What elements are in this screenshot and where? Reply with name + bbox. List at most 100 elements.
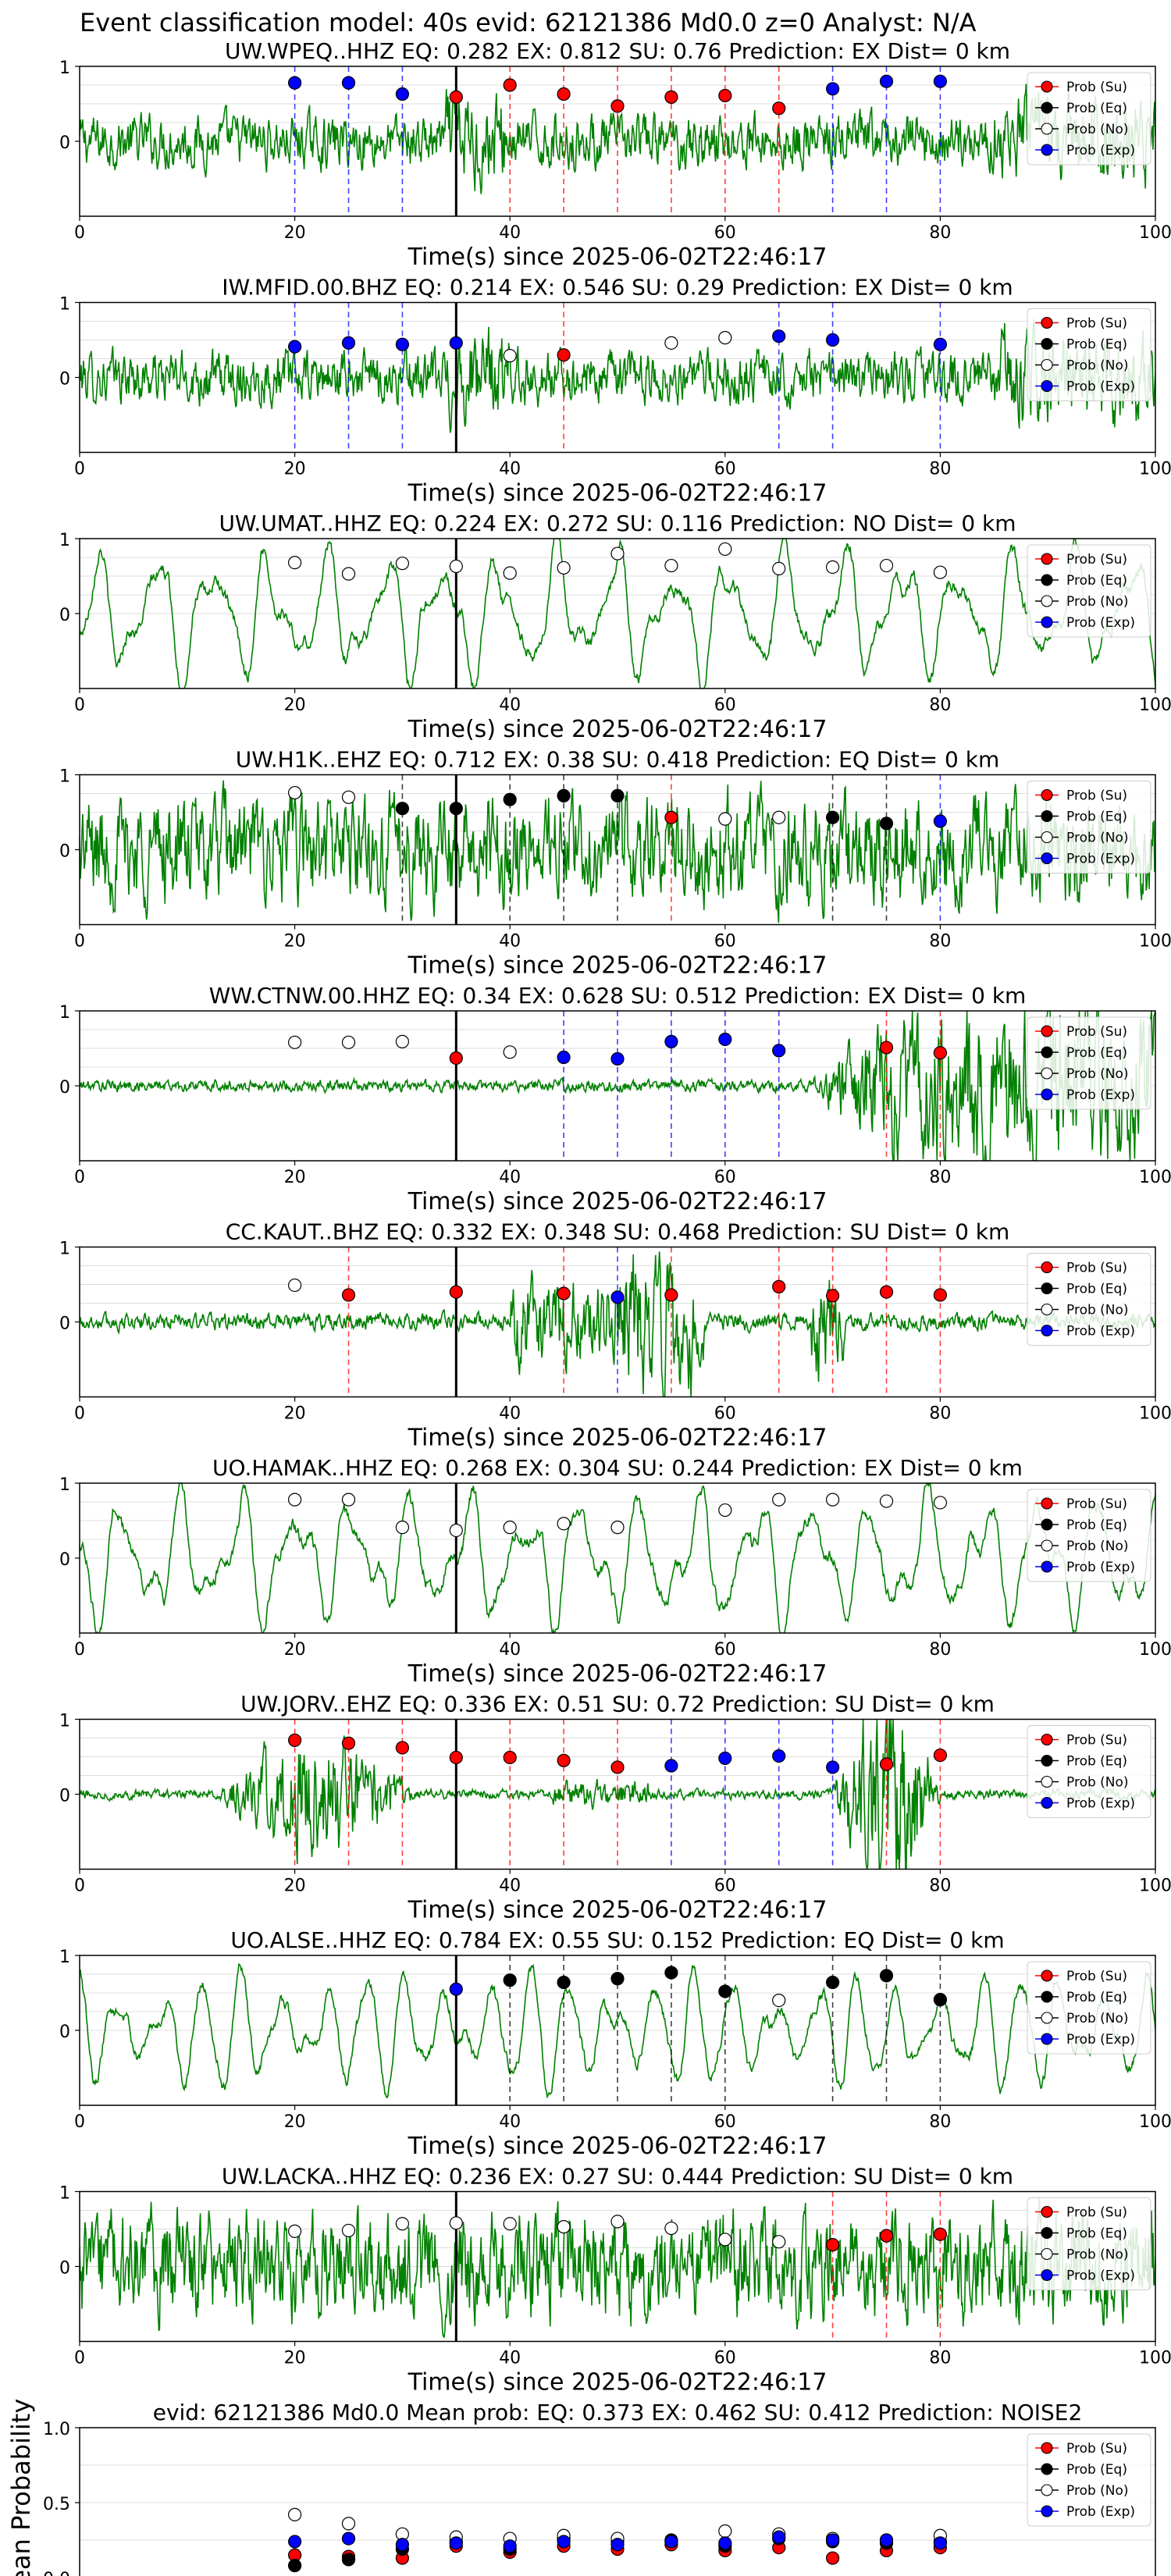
prob-marker-exp	[664, 1759, 678, 1773]
prob-marker-no	[879, 558, 894, 573]
legend-label: Prob (Su)	[1066, 1261, 1127, 1276]
figure-suptitle: Event classification model: 40s evid: 62…	[80, 8, 977, 37]
prob-marker-su	[557, 348, 571, 362]
prob-marker-su	[933, 1288, 948, 1302]
prob-marker-exp	[664, 1034, 678, 1048]
x-tick-label: 20	[284, 2349, 306, 2368]
prob-marker-su	[503, 1750, 517, 1765]
x-tick-label: 60	[714, 1877, 736, 1896]
x-tick-label: 60	[714, 2349, 736, 2368]
prob-marker-eq	[503, 792, 517, 806]
prob-marker-eq	[879, 817, 894, 831]
prob-marker-no	[288, 2224, 302, 2238]
legend-marker-eq	[1041, 2226, 1053, 2240]
prob-marker-eq	[557, 788, 571, 802]
prob-marker-no	[664, 558, 678, 573]
x-tick-label: 0	[74, 2112, 85, 2132]
y-tick-label: 1	[59, 2184, 70, 2204]
legend-marker-no	[1041, 2247, 1053, 2261]
prob-marker-no	[288, 785, 302, 800]
legend-label: Prob (Eq)	[1066, 1517, 1127, 1533]
prob-marker-no	[503, 1045, 517, 1059]
panel-title: UW.LACKA..HHZ EQ: 0.236 EX: 0.27 SU: 0.4…	[222, 2164, 1013, 2190]
x-tick-label: 100	[1139, 1168, 1171, 1187]
legend-marker-su	[1041, 2205, 1053, 2218]
legend-marker-eq	[1041, 2463, 1053, 2475]
x-tick-label: 40	[499, 1404, 521, 1424]
x-tick-label: 100	[1139, 460, 1171, 479]
prob-marker-eq	[825, 810, 840, 824]
legend-label: Prob (Eq)	[1066, 1754, 1127, 1770]
legend-marker-su	[1041, 1261, 1053, 1274]
prob-marker-no	[664, 2221, 678, 2236]
legend: Prob (Su) Prob (Eq) Prob (No) Prob (Exp)	[1027, 1016, 1151, 1110]
prob-marker-no	[557, 560, 571, 575]
y-tick-label: 0	[59, 370, 70, 390]
legend-marker-eq	[1041, 809, 1053, 823]
panel-4: UW.H1K..EHZ EQ: 0.712 EX: 0.38 SU: 0.418…	[59, 747, 1171, 980]
legend-label: Prob (Eq)	[1066, 2226, 1127, 2242]
x-tick-label: 80	[929, 1404, 951, 1424]
prob-marker-su	[449, 90, 463, 104]
legend-box	[1027, 2197, 1151, 2290]
legend-label: Prob (Exp)	[1066, 852, 1135, 867]
prob-marker-no	[288, 556, 302, 570]
prob-marker-su	[664, 1288, 678, 1302]
panel-11: evid: 62121386 Md0.0 Mean prob: EQ: 0.37…	[6, 2399, 1156, 2576]
prob-marker-su	[772, 1279, 786, 1293]
x-tick-label: 60	[714, 460, 736, 479]
legend-label: Prob (Eq)	[1066, 1045, 1127, 1061]
mean-prob-marker-exp	[825, 2533, 840, 2547]
legend-label: Prob (Su)	[1066, 788, 1127, 804]
prob-marker-su	[610, 99, 625, 113]
legend-marker-eq	[1041, 574, 1053, 586]
x-tick-label: 0	[74, 1877, 85, 1896]
prob-marker-no	[288, 1278, 302, 1293]
panel-10: UW.LACKA..HHZ EQ: 0.236 EX: 0.27 SU: 0.4…	[59, 2164, 1171, 2396]
prob-marker-exp	[879, 74, 894, 88]
legend-label: Prob (Exp)	[1066, 379, 1135, 395]
legend-label: Prob (Su)	[1066, 1024, 1127, 1040]
y-tick-label: 0	[59, 133, 70, 153]
prob-marker-eq	[933, 1993, 948, 2007]
x-tick-label: 0	[74, 2349, 85, 2368]
prob-marker-su	[610, 1760, 625, 1774]
legend-label: Prob (No)	[1066, 1066, 1129, 1082]
prob-marker-no	[395, 557, 410, 571]
x-tick-label: 80	[929, 2349, 951, 2368]
prob-marker-no	[879, 1494, 894, 1508]
prob-marker-no	[341, 567, 356, 581]
legend-marker-exp	[1041, 1088, 1053, 1101]
x-tick-label: 60	[714, 223, 736, 243]
prob-marker-su	[288, 1733, 302, 1747]
prob-marker-exp	[825, 1760, 840, 1774]
prob-marker-su	[879, 1285, 894, 1299]
x-tick-label: 0	[74, 460, 85, 479]
waveform-trace	[80, 2198, 1155, 2339]
x-tick-label: 100	[1139, 223, 1171, 243]
legend-label: Prob (No)	[1066, 831, 1129, 846]
y-tick-label: 0	[59, 842, 70, 862]
x-tick-label: 20	[284, 2112, 306, 2132]
prob-marker-eq	[879, 1969, 894, 1983]
prob-marker-no	[449, 559, 463, 574]
legend-marker-su	[1041, 1025, 1053, 1037]
y-tick-label: 1	[59, 767, 70, 787]
legend-marker-eq	[1041, 1754, 1053, 1767]
prob-marker-no	[449, 2216, 463, 2230]
legend-label: Prob (Eq)	[1066, 1282, 1127, 1297]
x-tick-label: 20	[284, 696, 306, 715]
prob-marker-no	[449, 1523, 463, 1538]
prob-marker-no	[610, 546, 625, 560]
x-tick-label: 20	[284, 1404, 306, 1424]
y-tick-label: 0	[59, 1787, 70, 1806]
legend-label: Prob (No)	[1066, 358, 1129, 374]
x-tick-label: 60	[714, 696, 736, 715]
prob-marker-su	[933, 1046, 948, 1060]
legend-label: Prob (Exp)	[1066, 1324, 1135, 1340]
x-tick-label: 80	[929, 932, 951, 952]
prob-marker-exp	[772, 1749, 786, 1763]
mean-prob-marker-exp	[395, 2538, 410, 2552]
legend-label: Prob (No)	[1066, 594, 1129, 610]
panel-5: WW.CTNW.00.HHZ EQ: 0.34 EX: 0.628 SU: 0.…	[59, 983, 1171, 1215]
